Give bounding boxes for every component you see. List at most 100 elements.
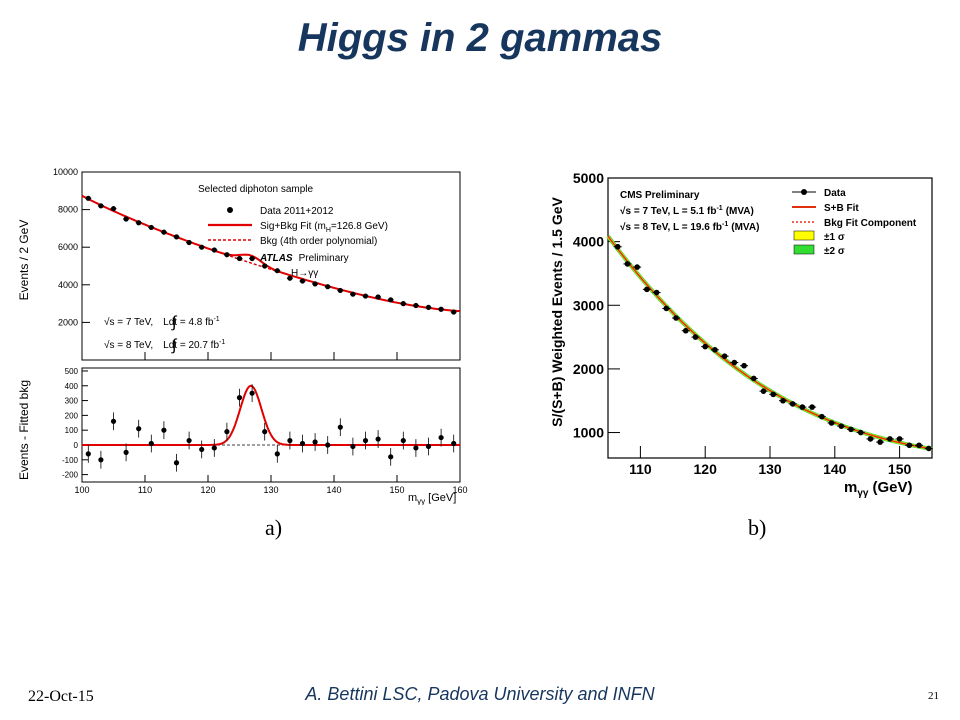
atlas-top-ytick-label: 8000 — [58, 205, 78, 215]
atlas-bottom-point — [388, 454, 394, 460]
atlas-top-point — [98, 203, 104, 209]
cms-point — [692, 334, 699, 340]
atlas-bottom-point — [274, 451, 280, 457]
cms-legend-1sigma: ±1 σ — [824, 232, 845, 243]
atlas-top-point — [451, 309, 457, 315]
cms-point — [867, 436, 874, 442]
cms-point — [828, 420, 835, 426]
cms-point — [916, 442, 922, 449]
atlas-bottom-ytick-label: 300 — [65, 397, 79, 406]
atlas-bottom-point — [199, 446, 205, 453]
cms-point — [809, 404, 815, 410]
atlas-top-point — [123, 216, 129, 222]
atlas-legend-fit: Sig+Bkg Fit (mH=126.8 GeV) — [260, 221, 388, 234]
cms-point — [838, 423, 845, 429]
cms-status: CMS Preliminary — [620, 190, 700, 201]
atlas-bottom-ytick-label: -200 — [62, 471, 79, 480]
cms-point — [644, 286, 650, 293]
atlas-bottom-point — [337, 424, 343, 430]
atlas-bottom-point — [325, 442, 331, 448]
caption-b: b) — [748, 515, 767, 540]
cms-ylabel: S/(S+B) Weighted Events / 1.5 GeV — [549, 197, 565, 427]
cms-legend-bkg: Bkg Fit Component — [824, 218, 917, 229]
atlas-top-point — [199, 244, 205, 250]
cms-xlabel: mγγ (GeV) — [844, 479, 912, 499]
atlas-legend-bkg: Bkg (4th order polynomial) — [260, 236, 377, 247]
cms-point — [731, 359, 738, 366]
atlas-bottom-point — [312, 439, 318, 445]
atlas-bottom-xtick-label: 160 — [452, 485, 467, 495]
cms-point — [721, 353, 728, 359]
cms-xtick-label: 120 — [694, 461, 718, 477]
atlas-top-point — [375, 294, 381, 300]
atlas-bottom-point — [362, 437, 369, 444]
atlas-bottom-point — [375, 436, 381, 442]
atlas-bottom-ytick-label: 400 — [65, 382, 79, 391]
cms-xtick-label: 130 — [758, 461, 782, 477]
atlas-bottom-point — [224, 429, 230, 435]
atlas-bottom-point — [186, 437, 192, 444]
atlas-bottom-ytick-label: 100 — [65, 426, 79, 435]
atlas-top-ytick-label: 2000 — [58, 317, 78, 327]
cms-point — [760, 388, 767, 394]
page-number: 21 — [928, 690, 939, 702]
cms-fit-curve — [607, 235, 933, 450]
cms-ytick-label: 2000 — [573, 361, 604, 377]
atlas-bottom-point — [299, 440, 306, 447]
atlas-top-point — [110, 206, 117, 212]
cms-figure: 1000 2000 3000 4000 5000 110 120 130 140 150 S/(S… — [548, 160, 940, 505]
atlas-top-point — [287, 275, 293, 281]
atlas-top-point — [161, 229, 167, 235]
caption-a: a) — [265, 515, 283, 540]
cms-ytick-label: 4000 — [573, 234, 604, 250]
atlas-bottom-point — [110, 418, 117, 424]
cms-point — [770, 391, 777, 398]
cms-lumi-7: √s = 7 TeV, L = 5.1 fb-1 (MVA) — [620, 205, 754, 217]
atlas-top-point — [148, 224, 154, 231]
atlas-legend-header: Selected diphoton sample — [198, 184, 314, 195]
atlas-top-point — [413, 302, 419, 309]
cms-point — [673, 315, 679, 321]
atlas-bottom-point — [123, 449, 129, 455]
atlas-top-fit-curve — [81, 194, 461, 313]
atlas-legend-data: Data 2011+2012 — [260, 206, 334, 217]
cms-legend-data: Data — [824, 188, 846, 199]
cms-legend-fit: S+B Fit — [824, 203, 859, 214]
atlas-bottom-xtick-label: 140 — [326, 485, 341, 495]
atlas-top-point — [325, 284, 331, 290]
atlas-bottom-point — [148, 440, 154, 447]
cms-legend-1sigma-swatch — [793, 230, 815, 241]
atlas-legend-data-marker — [227, 207, 233, 213]
cms-point — [819, 413, 825, 420]
atlas-bottom-point — [400, 437, 406, 444]
atlas-top-point — [350, 291, 356, 297]
atlas-bottom-ylabel: Events - Fitted bkg — [17, 380, 31, 480]
atlas-figure: 2000 4000 6000 8000 10000 -200 -100 0 100 200 300… — [12, 160, 472, 505]
atlas-bottom-point — [451, 440, 457, 447]
cms-ytick-label: 1000 — [573, 425, 604, 441]
atlas-bottom-point — [350, 443, 356, 450]
cms-point — [653, 289, 660, 296]
atlas-bottom-xtick-label: 100 — [74, 485, 89, 495]
atlas-bottom-point — [287, 437, 293, 444]
atlas-bottom-point — [85, 451, 91, 457]
atlas-bottom-point — [136, 426, 142, 432]
cms-point — [624, 261, 631, 267]
atlas-top-point — [224, 252, 230, 258]
cms-point — [789, 401, 796, 407]
atlas-bottom-ytick-label: -100 — [62, 456, 79, 465]
cms-point — [887, 436, 893, 442]
atlas-integral-sign-2: ∫ — [171, 337, 178, 354]
cms-xtick-label: 150 — [888, 461, 912, 477]
atlas-top-point — [236, 255, 243, 262]
cms-point — [751, 375, 757, 382]
atlas-top-point — [400, 301, 406, 307]
cms-point — [634, 264, 640, 270]
atlas-xlabel: mγγ [GeV] — [408, 492, 456, 505]
atlas-channel-label: H→γγ — [291, 268, 318, 279]
atlas-top-point — [299, 278, 306, 284]
atlas-top-point — [262, 263, 268, 269]
atlas-bottom-xtick-label: 130 — [263, 485, 278, 495]
atlas-top-point — [136, 220, 142, 226]
atlas-top-ylabel: Events / 2 GeV — [17, 220, 31, 301]
